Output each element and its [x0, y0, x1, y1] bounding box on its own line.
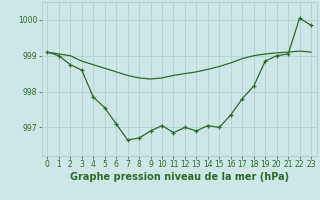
X-axis label: Graphe pression niveau de la mer (hPa): Graphe pression niveau de la mer (hPa) [70, 172, 289, 182]
